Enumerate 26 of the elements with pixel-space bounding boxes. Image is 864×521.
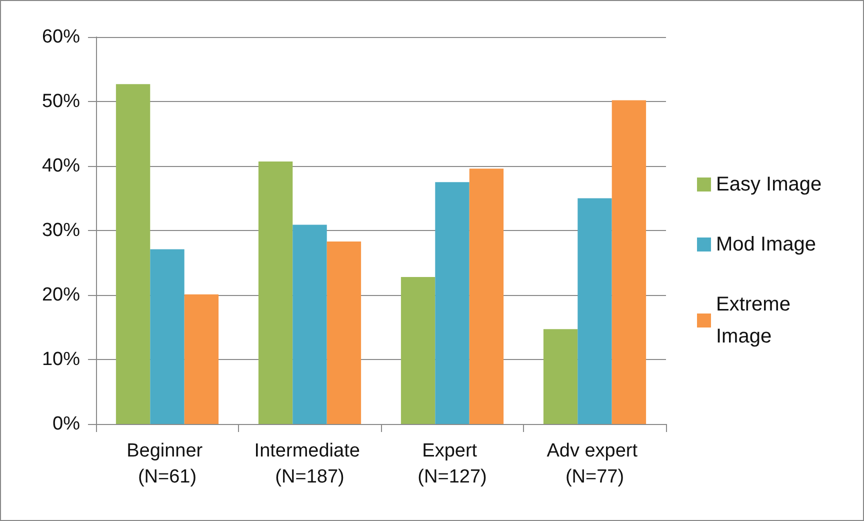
bar	[258, 161, 293, 424]
y-tick-label: 10%	[42, 349, 80, 370]
y-tick-label: 60%	[42, 26, 80, 48]
x-tick-label: Expert (N=127)	[418, 440, 487, 488]
bar	[150, 249, 184, 424]
legend-label: Mod Image	[716, 234, 816, 256]
bar	[184, 294, 219, 424]
bar	[435, 182, 470, 424]
legend-label: Extreme Image	[716, 294, 796, 348]
x-tick-label: Adv expert (N=77)	[546, 440, 643, 488]
x-tick-label: Intermediate (N=187)	[254, 440, 366, 488]
bar	[578, 198, 612, 424]
bar	[469, 168, 504, 424]
bar	[292, 224, 327, 424]
y-tick-label: 30%	[42, 220, 80, 241]
bar	[400, 276, 436, 424]
y-tick-label: 40%	[42, 156, 80, 176]
y-tick-label: 50%	[42, 91, 80, 112]
bar	[543, 329, 578, 424]
bar	[116, 84, 150, 424]
y-tick-label: 20%	[42, 284, 80, 306]
bar	[326, 241, 362, 424]
legend-label: Easy Image	[716, 174, 822, 196]
x-tick-label: Beginner (N=61)	[126, 440, 208, 488]
bar	[612, 100, 646, 424]
y-tick-label: 0%	[52, 414, 80, 434]
